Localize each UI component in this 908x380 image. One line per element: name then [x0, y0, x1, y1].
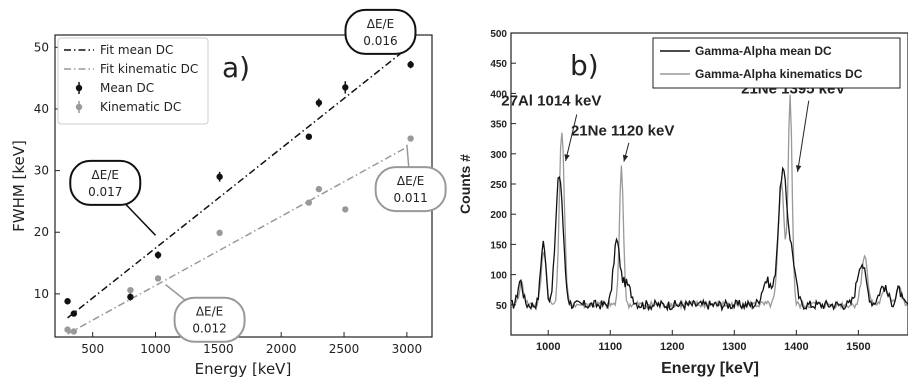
panel-a-annotation-box: [374, 166, 447, 213]
panel-b-x-tick-label: 1400: [784, 341, 808, 353]
panel-b-legend-box: [652, 37, 901, 89]
panel-b-x-tick-label: 1500: [846, 341, 870, 353]
panel-a-x-tick-label: 2000: [266, 342, 297, 356]
panel-a-y-tick-label: 50: [34, 40, 49, 54]
panel-a-y-axis-title: FWHM [keV]: [10, 140, 28, 232]
panel-b-label: b): [570, 49, 599, 82]
panel-b-peak-arrow: [565, 114, 578, 162]
panel-b-peak-label: 27Al 1014 keV: [501, 92, 601, 109]
panel-b-peak-arrowhead: [622, 154, 629, 162]
panel-a-fit-line: [67, 146, 408, 335]
panel-a-y-tick-label: 10: [34, 287, 49, 301]
panel-a-x-axis-title: Energy [keV]: [195, 360, 292, 378]
panel-a-annotation-text: ΔE/E: [397, 174, 424, 188]
panel-b-legend: Gamma-Alpha mean DC Gamma-Alpha kinematic…: [652, 37, 901, 89]
panel-b-spectrum-line: [510, 166, 908, 312]
panel-b-ticks: 1000 1100 1200 1300 1400 1500 50 100 150 200 250 30…: [490, 29, 870, 353]
panel-a-annotation-value: 0.011: [393, 191, 427, 205]
panel-b-peak-label: 21Ne 1120 keV: [571, 123, 674, 140]
panel-a-annotation-value: 0.017: [88, 185, 122, 199]
panel-a-point: [154, 251, 162, 259]
panel-a-point: [342, 84, 349, 91]
panel-b-y-tick-label: 400: [490, 89, 507, 100]
panel-b-legend-label: Gamma-Alpha mean DC: [695, 44, 832, 58]
panel-a-x-tick-label: 1000: [140, 342, 171, 356]
panel-b-y-tick-label: 100: [490, 271, 507, 282]
panel-a-annotation-value: 0.012: [192, 322, 226, 336]
panel-a-point: [64, 326, 71, 333]
panel-a-annotation-box: [173, 296, 246, 343]
panel-a-point: [127, 286, 134, 294]
panel-a-point: [407, 61, 414, 68]
panel-a-label: a): [222, 51, 250, 84]
panel-a-point: [64, 298, 71, 305]
panel-b-x-axis-title: Energy [keV]: [661, 360, 759, 377]
panel-a-annotation-box: [344, 8, 417, 55]
panel-a: 500 1000 1500 2000 2500 3000 10 20 30 40 50 ΔE/E 0.…: [10, 8, 447, 378]
panel-a-point: [127, 293, 134, 301]
panel-a-y-tick-label: 40: [34, 102, 49, 116]
panel-b-x-tick-label: 1300: [722, 341, 746, 353]
panel-a-legend: Fit mean DC Fit kinematic DC Mean DC Kinema…: [57, 37, 209, 125]
panel-a-fit-lines: [67, 47, 408, 335]
panel-b-y-tick-label: 300: [490, 150, 507, 161]
panel-b-x-tick-label: 1000: [536, 341, 560, 353]
panel-a-annotation-box: [69, 159, 142, 206]
panel-a-y-tick-label: 30: [34, 164, 49, 178]
panel-a-point: [216, 229, 223, 237]
panel-a-legend-label: Fit mean DC: [100, 43, 173, 57]
panel-a-point: [70, 310, 78, 317]
panel-a-annotations: ΔE/E 0.016 ΔE/E 0.017 ΔE/E 0.011 ΔE/E 0.012: [69, 8, 447, 343]
panel-a-legend-marker: [75, 84, 83, 92]
panel-a-x-tick-label: 2500: [329, 342, 360, 356]
panel-b-y-tick-label: 50: [496, 301, 508, 312]
panel-b-peak-arrowhead: [795, 165, 802, 172]
panel-a-legend-label: Mean DC: [100, 81, 154, 95]
panel-a-annotation-text: ΔE/E: [196, 305, 223, 319]
panel-b-peak-arrow: [797, 100, 810, 172]
panel-a-x-tick-label: 500: [81, 342, 104, 356]
panel-b-x-tick-label: 1200: [660, 341, 684, 353]
panel-a-legend-box: [57, 37, 209, 125]
panel-a-point: [305, 199, 313, 206]
panel-a-ticks: 500 1000 1500 2000 2500 3000 10 20 30 40 50: [34, 40, 422, 356]
panel-a-x-tick-label: 1500: [203, 342, 234, 356]
panel-b-legend-label: Gamma-Alpha kinematics DC: [695, 67, 863, 81]
panel-a-annotation-text: ΔE/E: [92, 168, 119, 182]
panel-a-point: [407, 135, 414, 142]
panel-b-y-axis-title: Counts #: [457, 154, 473, 214]
panel-a-annotation-text: ΔE/E: [367, 17, 394, 31]
panel-a-annotation-value: 0.016: [363, 34, 397, 48]
panel-b-y-tick-label: 450: [490, 59, 507, 70]
panel-b-y-tick-label: 150: [490, 240, 507, 251]
panel-a-point: [216, 173, 223, 180]
panel-a-y-tick-label: 20: [34, 225, 49, 239]
panel-b-y-tick-label: 350: [490, 120, 507, 131]
panel-a-point: [315, 99, 323, 106]
panel-b-y-tick-label: 200: [490, 210, 507, 221]
panel-b-y-tick-label: 500: [490, 29, 507, 40]
panel-a-point: [70, 328, 78, 335]
panel-a-point: [315, 185, 323, 193]
panel-a-data-points: [64, 60, 414, 335]
panel-b-x-tick-label: 1100: [598, 341, 622, 353]
panel-a-x-tick-label: 3000: [392, 342, 423, 356]
panel-b-peak-arrowhead: [564, 154, 570, 162]
panel-a-legend-label: Fit kinematic DC: [100, 62, 198, 76]
panel-b-y-tick-label: 250: [490, 180, 507, 191]
panel-a-point: [305, 133, 313, 140]
panel-a-legend-label: Kinematic DC: [100, 100, 181, 114]
panel-b-spectra: [510, 94, 908, 312]
panel-b: 1000 1100 1200 1300 1400 1500 50 100 150 200 250 30…: [457, 29, 908, 377]
panel-a-point: [342, 206, 349, 213]
panel-a-point: [154, 275, 162, 282]
panel-a-legend-marker: [75, 103, 83, 111]
